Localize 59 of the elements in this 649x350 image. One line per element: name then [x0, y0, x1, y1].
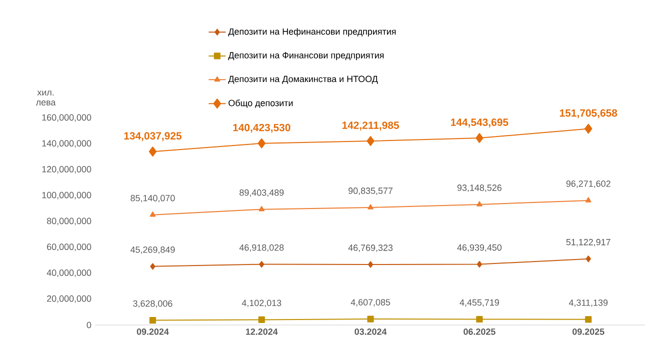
data-label: 4,455,719 — [460, 299, 499, 307]
point — [584, 124, 592, 134]
data-label: 134,037,925 — [124, 132, 182, 142]
x-tick-label: 09.2024 — [136, 328, 169, 335]
legend-label: Депозити на Домакинства и НТООД — [228, 76, 378, 84]
data-label: 46,918,028 — [239, 244, 284, 252]
point — [476, 316, 483, 323]
legend-label: Депозити на Финансови предприятия — [228, 52, 384, 60]
point — [148, 146, 157, 157]
point — [367, 316, 374, 322]
data-label: 4,102,013 — [242, 300, 282, 308]
data-label: 144,543,695 — [451, 118, 508, 128]
y-tick-label: 0 — [86, 322, 92, 328]
point — [258, 138, 266, 148]
x-tick-label: 06.2025 — [464, 328, 496, 335]
data-label: 93,148,526 — [457, 184, 502, 192]
data-label: 46,939,450 — [457, 244, 502, 252]
point — [150, 212, 156, 217]
point — [368, 261, 374, 268]
y-axis-title: хил. лева — [36, 90, 56, 106]
x-tick-label: 09.2025 — [572, 328, 604, 335]
point — [585, 197, 592, 202]
point — [258, 316, 265, 323]
point — [366, 136, 374, 146]
point — [476, 201, 482, 206]
point — [149, 317, 156, 324]
legend-label: Депозити на Нефинансови предприятия — [228, 28, 396, 36]
point — [150, 263, 156, 270]
y-tick-label: 40,000,000 — [46, 270, 92, 277]
point — [476, 260, 482, 268]
y-tick-label: 100,000,000 — [42, 192, 92, 200]
data-label: 46,769,323 — [348, 244, 393, 252]
data-label: 51,122,917 — [566, 238, 610, 246]
data-label: 151,705,658 — [560, 109, 618, 118]
point — [259, 261, 264, 268]
legend-label: Общо депозити — [228, 100, 293, 108]
y-tick-label: 80,000,000 — [46, 218, 92, 226]
data-label: 45,269,849 — [130, 246, 175, 254]
point — [585, 316, 592, 323]
data-label: 96,271,602 — [566, 180, 610, 188]
data-label: 4,311,139 — [568, 299, 608, 307]
data-label: 90,835,577 — [348, 188, 393, 195]
x-tick-label: 03.2024 — [354, 328, 387, 335]
y-tick-label: 20,000,000 — [47, 295, 92, 303]
y-tick-label: 160,000,000 — [42, 114, 92, 122]
y-tick-label: 120,000,000 — [42, 166, 92, 174]
y-tick-label: 140,000,000 — [42, 140, 92, 148]
point — [476, 133, 484, 143]
data-label: 85,140,070 — [130, 194, 175, 202]
data-label: 89,403,489 — [240, 189, 284, 197]
data-label: 4,607,085 — [350, 299, 390, 307]
point — [258, 206, 265, 212]
y-tick-label: 60,000,000 — [47, 244, 92, 252]
point — [586, 256, 591, 262]
point — [368, 204, 374, 210]
data-label: 3,628,006 — [133, 300, 172, 308]
data-label: 140,423,530 — [233, 124, 290, 133]
data-label: 142,211,985 — [342, 122, 400, 130]
x-tick-label: 12.2024 — [246, 328, 278, 335]
